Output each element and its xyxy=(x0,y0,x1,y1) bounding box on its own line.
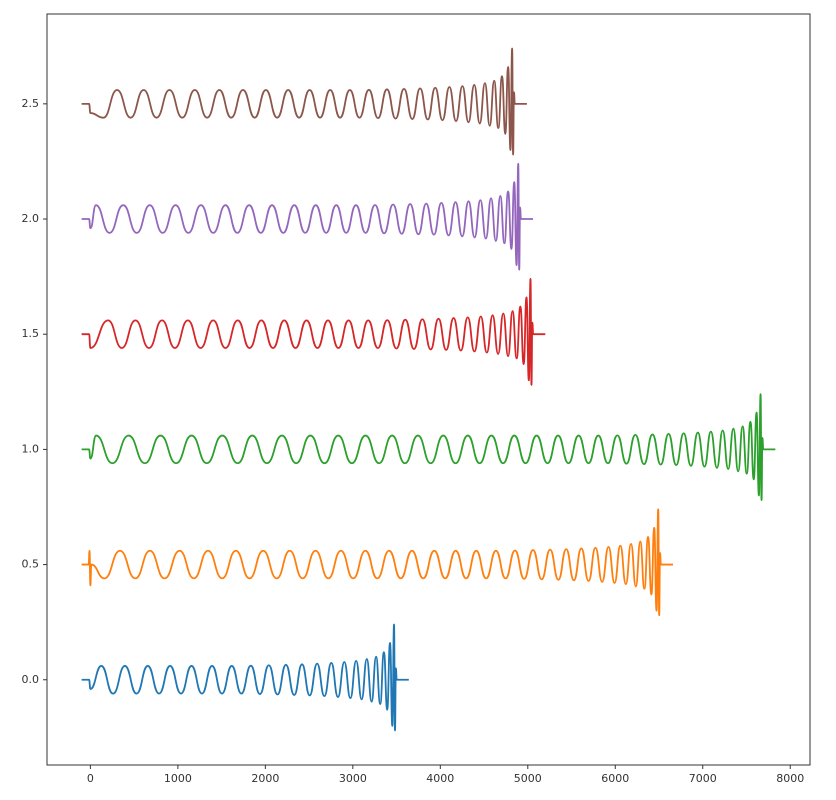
y-tick-label: 2.5 xyxy=(22,97,40,110)
x-tick-label: 0 xyxy=(87,772,94,785)
y-tick-label: 1.5 xyxy=(22,327,40,340)
waveform-line xyxy=(81,393,776,501)
x-tick-label: 1000 xyxy=(164,772,192,785)
x-tick-label: 2000 xyxy=(251,772,279,785)
x-tick-label: 5000 xyxy=(514,772,542,785)
y-tick-label: 0.5 xyxy=(22,558,40,571)
waveform-line xyxy=(81,508,674,617)
x-tick-label: 7000 xyxy=(689,772,717,785)
waveform-line xyxy=(81,623,409,732)
waveform-line xyxy=(81,278,546,386)
waveform-line xyxy=(81,162,534,271)
x-tick-label: 3000 xyxy=(339,772,367,785)
plot-area xyxy=(81,47,776,732)
y-tick-label: 2.0 xyxy=(22,212,40,225)
x-tick-label: 4000 xyxy=(426,772,454,785)
axes-frame xyxy=(46,13,811,766)
x-tick-label: 6000 xyxy=(601,772,629,785)
y-tick-label: 0.0 xyxy=(22,673,40,686)
waveform-line xyxy=(81,47,527,156)
y-tick-label: 1.0 xyxy=(22,442,40,455)
x-tick-label: 8000 xyxy=(776,772,804,785)
